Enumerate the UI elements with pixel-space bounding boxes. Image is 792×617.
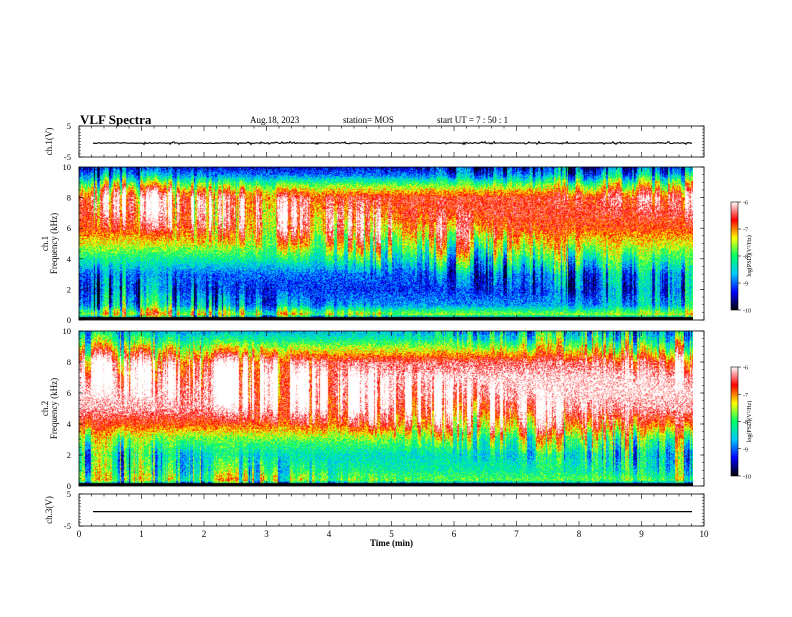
y-tick-label: 0	[67, 481, 71, 491]
colorbar-tick-label: -9	[743, 282, 748, 288]
colorbar-tick-label: -8	[743, 420, 748, 426]
channel-label: ch.1	[40, 236, 50, 251]
colorbar-tick-label: -8	[743, 255, 748, 261]
y-tick-label: 8	[67, 357, 71, 367]
station-label: station= MOS	[343, 115, 394, 125]
y-tick-label: 8	[67, 193, 71, 203]
colorbar-tick-label: -7	[743, 228, 748, 234]
channel-label: ch.2	[40, 401, 50, 416]
figure-title: VLF Spectra	[80, 112, 152, 127]
y-axis-label: ch.3(V)	[44, 496, 54, 524]
colorbar-tick-label: -10	[743, 475, 751, 481]
y-tick-label: 4	[67, 254, 72, 264]
x-tick-label: 7	[514, 529, 519, 539]
y-tick-label: -5	[64, 521, 71, 531]
y-tick-label: 10	[63, 162, 72, 172]
x-tick-label: 1	[139, 529, 144, 539]
ch2-spectrogram-colorbar	[730, 366, 739, 477]
colorbar-tick-label: -6	[743, 366, 748, 372]
y-tick-label: 4	[67, 419, 72, 429]
y-tick-label: 2	[67, 450, 71, 460]
colorbar-label: log(PSD)(V²/Hz)	[746, 235, 753, 276]
x-tick-label: 8	[577, 529, 582, 539]
y-axis-label: Frequency (kHz)	[49, 378, 59, 439]
x-tick-label: 5	[389, 529, 394, 539]
colorbar-label: log(PSD)(V²/Hz)	[746, 401, 753, 442]
x-tick-label: 10	[700, 529, 710, 539]
y-tick-label: 0	[67, 315, 71, 325]
ch1-spectrogram-colorbar	[730, 201, 739, 311]
y-axis-label: Frequency (kHz)	[49, 213, 59, 274]
y-axis-label: ch.1(V)	[44, 128, 54, 156]
y-tick-label: 6	[67, 223, 71, 233]
ch1-waveform-trace	[92, 140, 693, 146]
x-tick-label: 2	[202, 529, 207, 539]
x-tick-label: 0	[77, 529, 82, 539]
colorbar-tick-label: -10	[743, 309, 751, 315]
x-tick-label: 9	[639, 529, 644, 539]
colorbar-tick-label: -9	[743, 447, 748, 453]
x-tick-label: 3	[264, 529, 269, 539]
start-time-label: start UT = 7 : 50 : 1	[437, 115, 509, 125]
ch2-spectrogram-image	[79, 331, 693, 486]
ch1-spectrogram-image	[79, 167, 693, 320]
x-tick-label: 6	[452, 529, 457, 539]
y-tick-label: 5	[67, 121, 71, 131]
colorbar-tick-label: -7	[743, 393, 748, 399]
x-axis-label: Time (min)	[370, 538, 413, 548]
colorbar-tick-label: -6	[743, 201, 748, 207]
y-tick-label: 10	[63, 326, 72, 336]
x-tick-label: 4	[327, 529, 332, 539]
y-tick-label: 5	[67, 489, 71, 499]
y-tick-label: 6	[67, 388, 71, 398]
y-tick-label: -5	[64, 152, 71, 162]
date-label: Aug.18, 2023	[250, 115, 300, 125]
y-tick-label: 2	[67, 284, 71, 294]
